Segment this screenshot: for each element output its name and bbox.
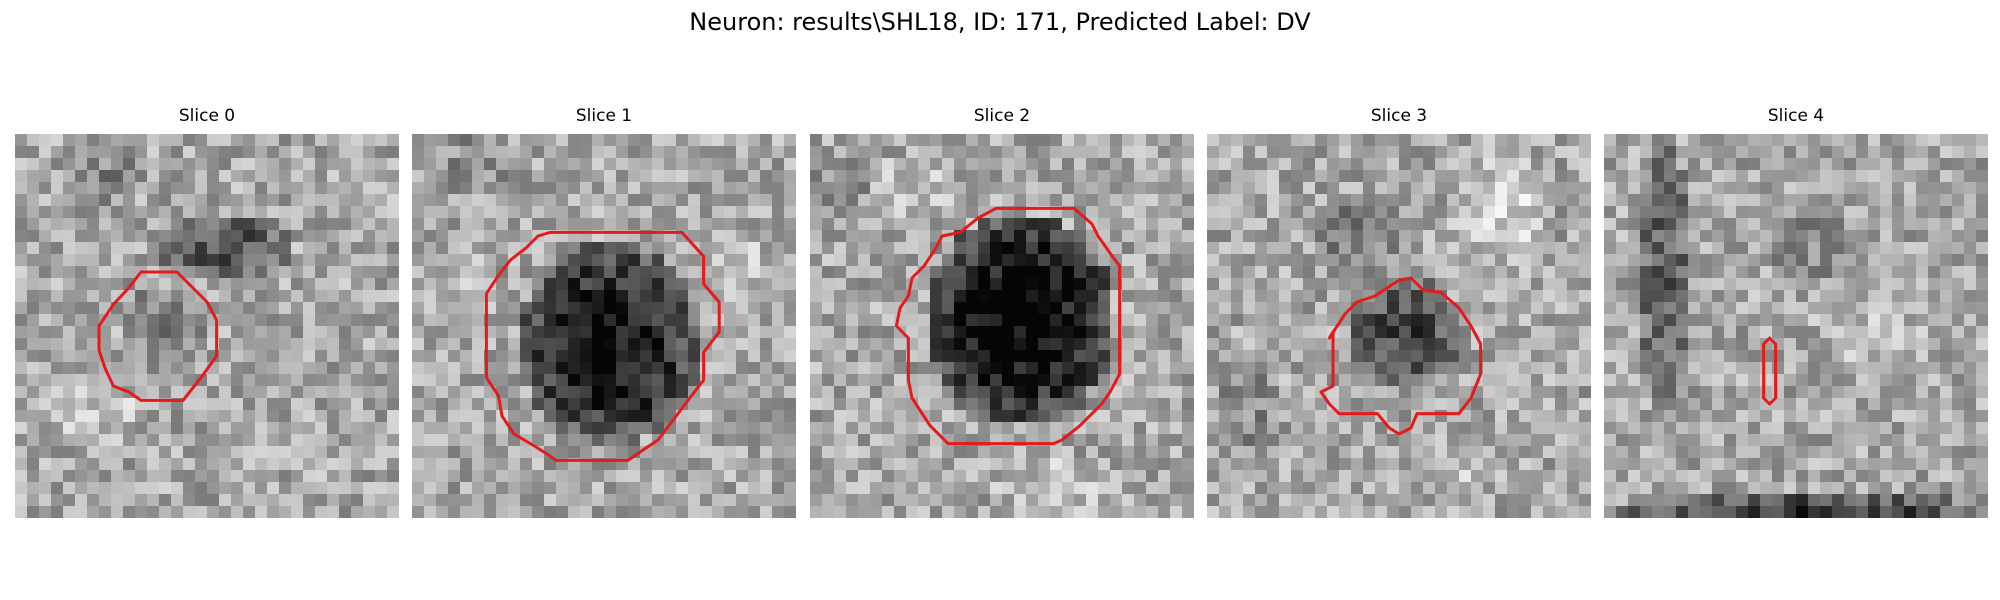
- slice-title: Slice 1: [575, 106, 633, 126]
- slice-title: Slice 3: [1370, 106, 1428, 126]
- slice-image: [1207, 134, 1591, 518]
- slice-panel-1: Slice 1: [412, 106, 796, 518]
- slice-title: Slice 4: [1767, 106, 1825, 126]
- slice-panel-2: Slice 2: [810, 106, 1194, 518]
- slice-panel-0: Slice 0: [15, 106, 399, 518]
- slice-image: [1604, 134, 1988, 518]
- slice-panel-4: Slice 4: [1604, 106, 1988, 518]
- slice-image: [412, 134, 796, 518]
- slice-image: [15, 134, 399, 518]
- slice-panel-3: Slice 3: [1207, 106, 1591, 518]
- slice-image: [810, 134, 1194, 518]
- slice-title: Slice 2: [973, 106, 1031, 126]
- figure-title: Neuron: results\SHL18, ID: 171, Predicte…: [689, 8, 1311, 36]
- slice-title: Slice 0: [178, 106, 236, 126]
